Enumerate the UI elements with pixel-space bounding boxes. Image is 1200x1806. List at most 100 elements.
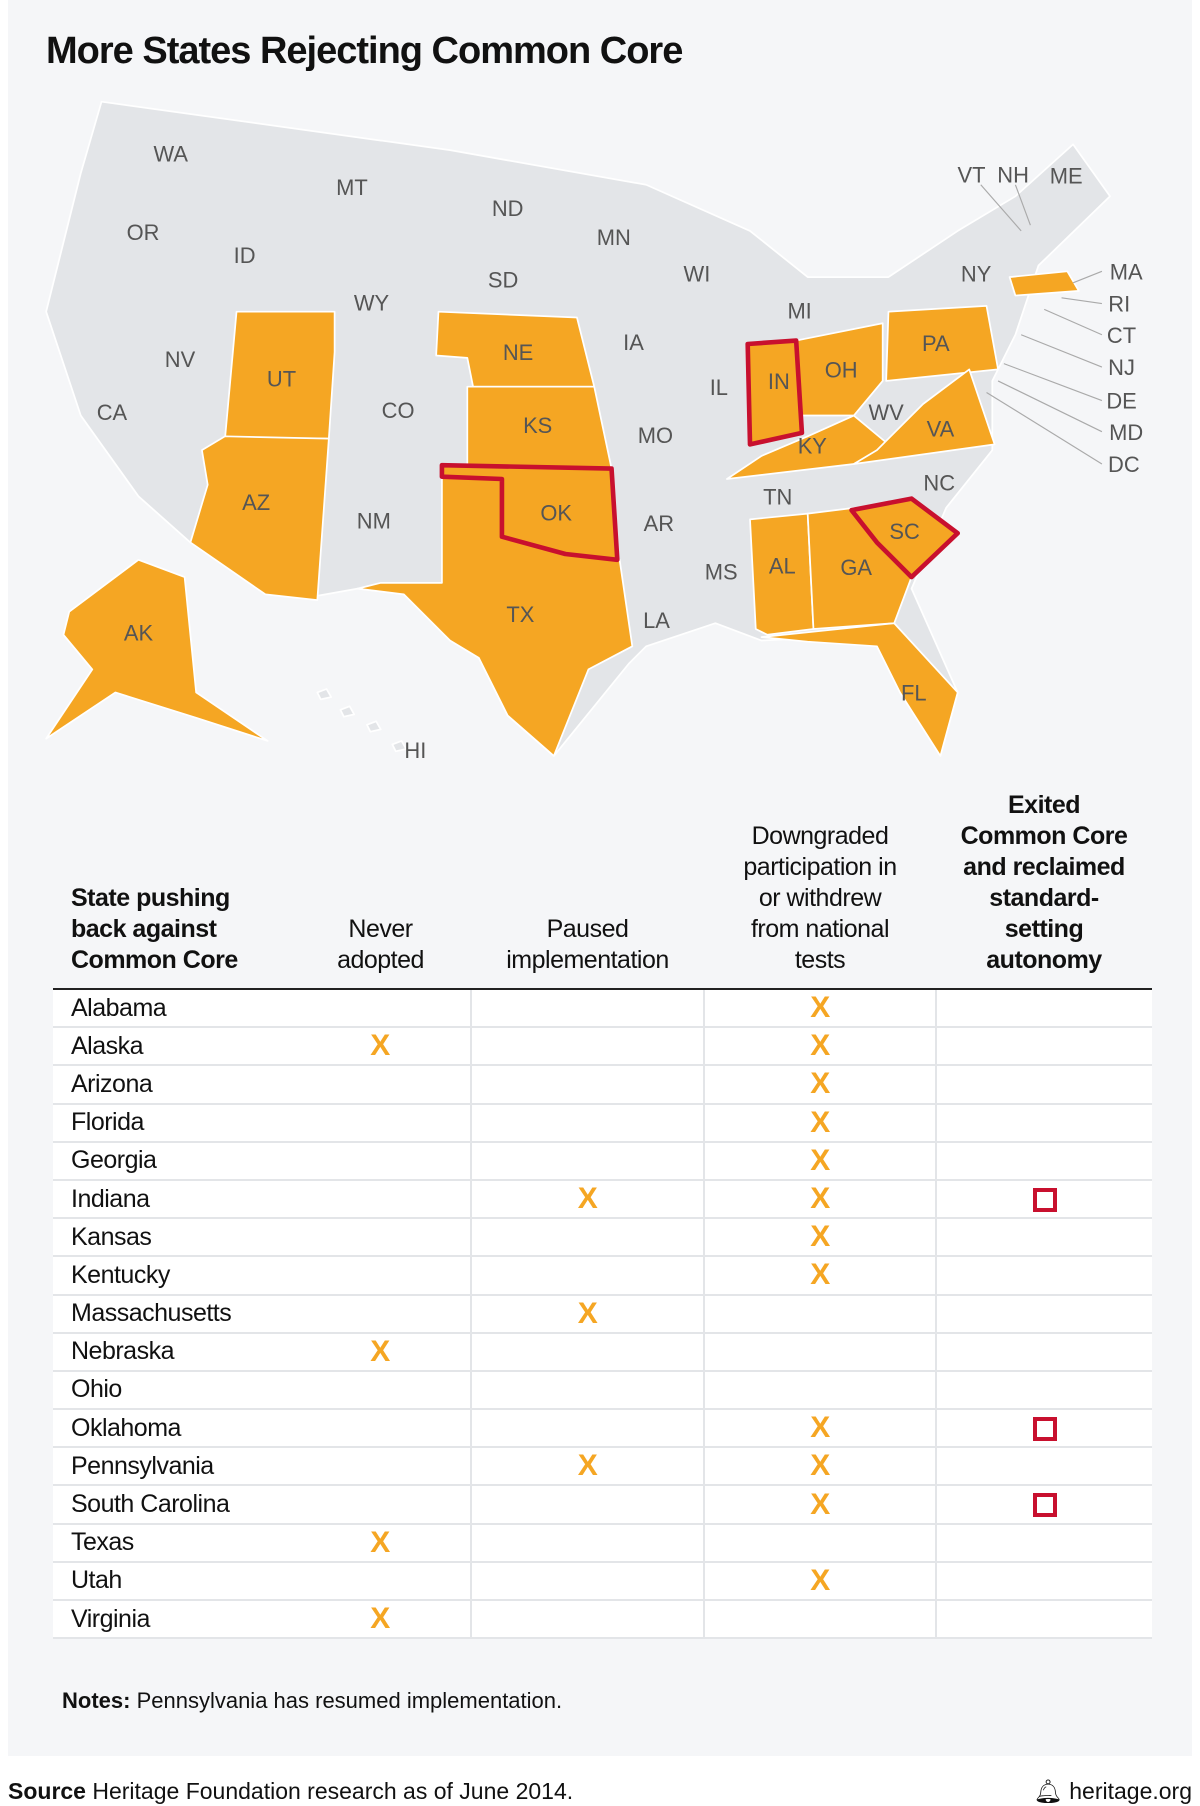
map-label-tx: TX: [506, 602, 534, 627]
map-label-in: IN: [768, 369, 790, 394]
exited-cell: [935, 1370, 1152, 1411]
paused-cell: [470, 1065, 704, 1105]
downgraded-cell: X: [703, 1447, 936, 1487]
bell-icon: 🔔︎: [1033, 1778, 1063, 1804]
table-row: Alabama X: [53, 989, 1152, 1029]
state-name: Oklahoma: [53, 1409, 290, 1449]
paused-cell: [470, 1561, 704, 1602]
x-mark-icon: X: [370, 1525, 390, 1559]
x-mark-icon: X: [810, 1258, 830, 1292]
map-label-az: AZ: [242, 490, 270, 515]
state-name: Nebraska: [53, 1332, 290, 1372]
exited-cell: [935, 1294, 1152, 1334]
map-label-va: VA: [927, 416, 955, 441]
state-ok: [439, 462, 620, 563]
state-name: Utah: [53, 1561, 290, 1602]
x-mark-icon: X: [810, 1487, 830, 1521]
paused-cell: [470, 989, 704, 1029]
never-adopted-cell: [290, 1065, 471, 1105]
table-row: Florida X: [53, 1103, 1152, 1143]
map-label-ks: KS: [523, 413, 552, 438]
map-label-ga: GA: [840, 555, 872, 580]
state-ma: [1008, 270, 1080, 297]
exited-cell: [935, 1485, 1152, 1525]
exited-cell: [935, 1027, 1152, 1067]
state-name: Texas: [53, 1523, 290, 1563]
exited-cell: [935, 1103, 1152, 1143]
header-state: State pushing back against Common Core: [53, 790, 290, 990]
state-name: Pennsylvania: [53, 1447, 290, 1487]
table-row: Utah X: [53, 1561, 1152, 1602]
map-label-ma: MA: [1110, 259, 1143, 284]
map-label-hi: HI: [404, 738, 426, 763]
header-never-adopted: Never adopted: [290, 790, 471, 990]
state-fl: [760, 622, 959, 757]
downgraded-cell: [703, 1523, 936, 1563]
paused-cell: [470, 1409, 704, 1449]
state-name: Ohio: [53, 1370, 290, 1411]
exited-square-icon: [1032, 1417, 1057, 1442]
never-adopted-cell: [290, 1561, 471, 1602]
never-adopted-cell: [290, 1218, 471, 1258]
state-name: Georgia: [53, 1141, 290, 1181]
map-label-dc: DC: [1108, 452, 1140, 477]
state-table: State pushing back against Common Core Nev…: [53, 790, 1152, 1640]
map-label-or: OR: [127, 220, 160, 245]
never-adopted-cell: [290, 1370, 471, 1411]
state-in: [745, 338, 805, 447]
paused-cell: X: [470, 1294, 704, 1334]
map-label-me: ME: [1050, 164, 1083, 189]
header-downgraded: Downgraded participation in or withdrew fro…: [704, 790, 936, 990]
state-ak: [45, 558, 269, 742]
table-row: Massachusetts X: [53, 1294, 1152, 1334]
downgraded-cell: X: [703, 1485, 936, 1525]
x-mark-icon: X: [810, 1182, 830, 1216]
map-label-wa: WA: [154, 142, 189, 167]
paused-cell: X: [470, 1447, 704, 1487]
table-row: South Carolina X: [53, 1485, 1152, 1525]
brand[interactable]: 🔔︎ heritage.org: [1033, 1778, 1192, 1804]
exited-cell: [935, 1179, 1152, 1220]
x-mark-icon: X: [577, 1182, 598, 1216]
map-label-ak: AK: [124, 621, 154, 646]
state-name: Alabama: [53, 989, 290, 1029]
x-mark-icon: X: [370, 1029, 390, 1063]
never-adopted-cell: [290, 1141, 471, 1181]
exited-cell: [935, 1600, 1152, 1640]
x-mark-icon: X: [370, 1602, 390, 1636]
never-adopted-cell: X: [290, 1332, 471, 1372]
state-ut: [224, 310, 336, 440]
never-adopted-cell: X: [290, 1600, 471, 1640]
downgraded-cell: X: [703, 1561, 936, 1602]
paused-cell: [470, 1103, 704, 1143]
x-mark-icon: X: [810, 1067, 830, 1101]
state-va: [852, 368, 996, 465]
map-label-pa: PA: [922, 331, 950, 356]
exited-cell: [935, 1332, 1152, 1372]
map-label-ms: MS: [705, 559, 738, 584]
paused-cell: X: [470, 1179, 704, 1220]
state-name: South Carolina: [53, 1485, 290, 1525]
downgraded-cell: X: [703, 989, 936, 1029]
exited-cell: [935, 1256, 1152, 1296]
map-label-ar: AR: [644, 511, 674, 536]
hawaii-island-3: [391, 740, 408, 753]
downgraded-cell: [703, 1600, 936, 1640]
exited-cell: [935, 1141, 1152, 1181]
never-adopted-cell: X: [290, 1523, 471, 1563]
x-mark-icon: X: [810, 1449, 830, 1483]
paused-cell: [470, 1027, 704, 1067]
state-name: Massachusetts: [53, 1294, 290, 1334]
exited-square-icon: [1032, 1493, 1057, 1518]
state-name: Alaska: [53, 1027, 290, 1067]
map-label-nc: NC: [923, 471, 955, 496]
paused-cell: [470, 1370, 704, 1411]
map-label-ut: UT: [267, 367, 296, 392]
map-label-ok: OK: [540, 501, 572, 526]
map-label-nv: NV: [165, 347, 196, 372]
downgraded-cell: X: [703, 1141, 936, 1181]
map-label-de: DE: [1106, 389, 1136, 414]
chart-title: More States Rejecting Common Core: [46, 30, 683, 72]
map-label-wi: WI: [684, 262, 711, 287]
never-adopted-cell: [290, 1447, 471, 1487]
